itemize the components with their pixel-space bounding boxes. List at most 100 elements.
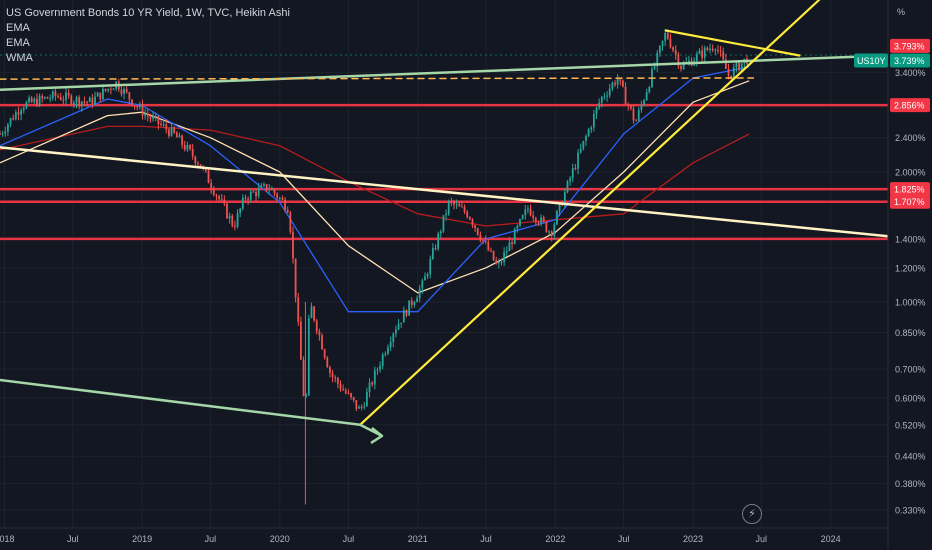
candle-body: [65, 92, 67, 100]
y-tick-label: 0.380%: [895, 479, 926, 489]
candle-body: [352, 397, 355, 401]
symbol-tag-box: [854, 53, 888, 68]
green-arrow-line: [0, 378, 362, 427]
candle-body: [160, 123, 162, 125]
candle-body: [307, 318, 310, 396]
candle-body: [421, 280, 424, 289]
lightning-icon[interactable]: ⚡: [742, 504, 762, 524]
candle-body: [674, 50, 677, 55]
candle-body: [162, 124, 165, 126]
candle-body: [384, 353, 387, 355]
candle-body: [426, 274, 429, 277]
candle-body: [392, 333, 395, 342]
candle-body: [677, 54, 680, 66]
candle-body: [587, 129, 590, 137]
candle-body: [0, 133, 1, 135]
candle-body: [413, 302, 416, 305]
candle-body: [719, 50, 722, 52]
candle-body: [318, 331, 321, 336]
candle-body: [505, 251, 508, 253]
candle-body: [57, 95, 59, 97]
candle-body: [173, 127, 176, 133]
candle-body: [521, 215, 524, 220]
candle-body: [249, 191, 252, 200]
candle-body: [54, 91, 57, 96]
x-tick-label: Jul: [618, 534, 630, 544]
candle-body: [540, 217, 542, 224]
candle-body: [627, 104, 630, 106]
candle-body: [234, 225, 236, 227]
candle-body: [643, 100, 645, 105]
candle-body: [703, 47, 706, 58]
candle-body: [157, 116, 160, 124]
candle-body: [476, 228, 479, 235]
candle-body: [212, 189, 215, 195]
candle-body: [73, 102, 75, 105]
y-tick-label: 0.520%: [895, 420, 926, 430]
candle-body: [516, 225, 519, 229]
candle-body: [558, 202, 561, 212]
candle-body: [606, 95, 608, 97]
candle-body: [732, 67, 735, 78]
candle-body: [109, 88, 112, 90]
candle-body: [550, 231, 553, 236]
x-tick-label: 2021: [408, 534, 428, 544]
candle-body: [223, 199, 226, 204]
candle-body: [672, 47, 674, 51]
legend-ema-fast[interactable]: EMA: [6, 22, 30, 34]
legend-wma[interactable]: WMA: [6, 52, 33, 64]
candles: [0, 28, 748, 505]
candle-body: [447, 200, 450, 215]
candle-body: [278, 197, 281, 199]
candle-body: [666, 32, 669, 39]
candle-body: [286, 209, 289, 213]
support-lines: [0, 54, 888, 241]
candle-body: [740, 63, 743, 71]
candle-body: [548, 231, 550, 233]
candle-body: [590, 127, 593, 130]
candle-body: [22, 108, 25, 111]
y-tick-label: 0.600%: [895, 393, 926, 403]
candle-body: [59, 96, 62, 100]
y-tick-label: 0.850%: [895, 328, 926, 338]
candle-body: [226, 203, 228, 219]
candle-body: [431, 248, 434, 259]
candle-body: [302, 359, 305, 397]
candle-body: [329, 367, 331, 373]
candle-body: [458, 204, 461, 207]
candle-body: [91, 97, 94, 105]
axis-unit-label: %: [897, 7, 905, 17]
candle-body: [358, 406, 360, 409]
candle-body: [629, 105, 632, 109]
chart-title: US Government Bonds 10 YR Yield, 1W, TVC…: [6, 7, 290, 19]
y-tick-label: 2.000%: [895, 167, 926, 177]
candle-body: [706, 47, 709, 50]
candle-body: [453, 201, 455, 205]
candle-body: [682, 63, 685, 69]
candle-body: [292, 231, 294, 259]
wma-line: [0, 125, 750, 227]
candle-body: [28, 97, 30, 103]
candle-body: [165, 124, 168, 130]
price-label-box: [890, 182, 930, 197]
candle-body: [260, 185, 263, 189]
candle-body: [1, 133, 4, 135]
candle-body: [482, 240, 484, 242]
price-labels: 3.793% 3.739% US10Y 2.856% 1.825% 1.707%: [854, 38, 930, 209]
candle-body: [46, 97, 49, 99]
candle-body: [168, 129, 170, 136]
candle-body: [479, 234, 482, 241]
legend-ema-slow[interactable]: EMA: [6, 37, 30, 49]
candle-body: [497, 262, 500, 264]
candle-body: [14, 112, 17, 120]
candle-body: [183, 144, 186, 150]
x-tick-label: 2018: [0, 534, 15, 544]
y-tick-label: 3.400%: [895, 68, 926, 78]
x-tick-label: Jul: [756, 534, 768, 544]
candle-body: [410, 300, 413, 305]
candle-body: [136, 106, 139, 108]
candle-body: [656, 52, 659, 67]
candle-body: [178, 135, 181, 138]
